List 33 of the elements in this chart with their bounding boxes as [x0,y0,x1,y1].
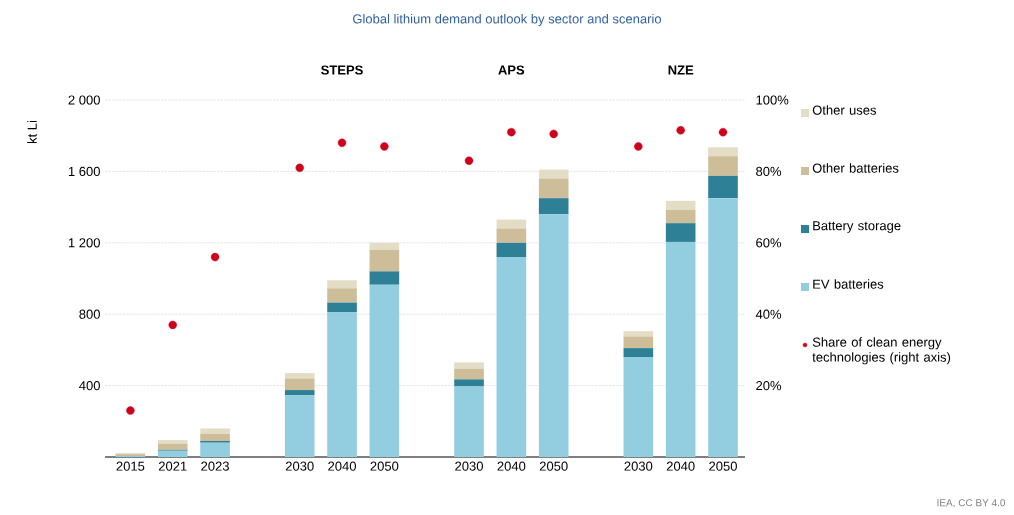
y2-tick-label: 20% [756,380,782,391]
text: NZE [668,65,694,75]
y-axis-title: kt Li [27,120,37,144]
y2-tick-label: 80% [756,166,782,176]
chart-title: Global lithium demand outlook by sector and scenario [353,13,662,27]
x-tick-label: 2021 [158,461,187,471]
text: IEA, CC BY 4.0 [937,499,1006,508]
text: APS [498,65,525,75]
x-tick-label: 2050 [539,461,568,471]
x-tick-label: 2040 [328,461,356,471]
x-tick-label: 2050 [709,461,737,471]
x-tick-label: 2040 [497,461,526,471]
text: STEPS [321,65,363,75]
legend-label: EV batteries [813,279,884,289]
x-tick-label: 2030 [455,461,483,471]
y2-tick-label: 40% [755,309,782,319]
y2-tick-label: 60% [756,238,782,248]
x-tick-label: 2050 [370,461,399,471]
x-tick-label: 2023 [201,461,229,471]
legend-label: Other batteries [812,163,899,173]
y-tick-label: 400 [79,380,100,391]
y-tick-label: 1 600 [68,166,100,176]
y-tick-label: 800 [79,309,100,319]
x-tick-label: 2040 [666,461,695,471]
y2-tick-label: 100% [756,95,789,105]
y-tick-label: 1 200 [68,238,100,248]
x-tick-label: 2030 [624,461,653,471]
y-tick-label: 2 000 [68,95,100,105]
legend-label: Other uses [812,105,877,115]
legend-label: Battery storage [813,221,901,233]
legend-label: Share of clean energy technologies (right axis) [812,337,951,365]
x-tick-label: 2030 [285,461,314,471]
x-tick-label: 2015 [116,461,145,471]
